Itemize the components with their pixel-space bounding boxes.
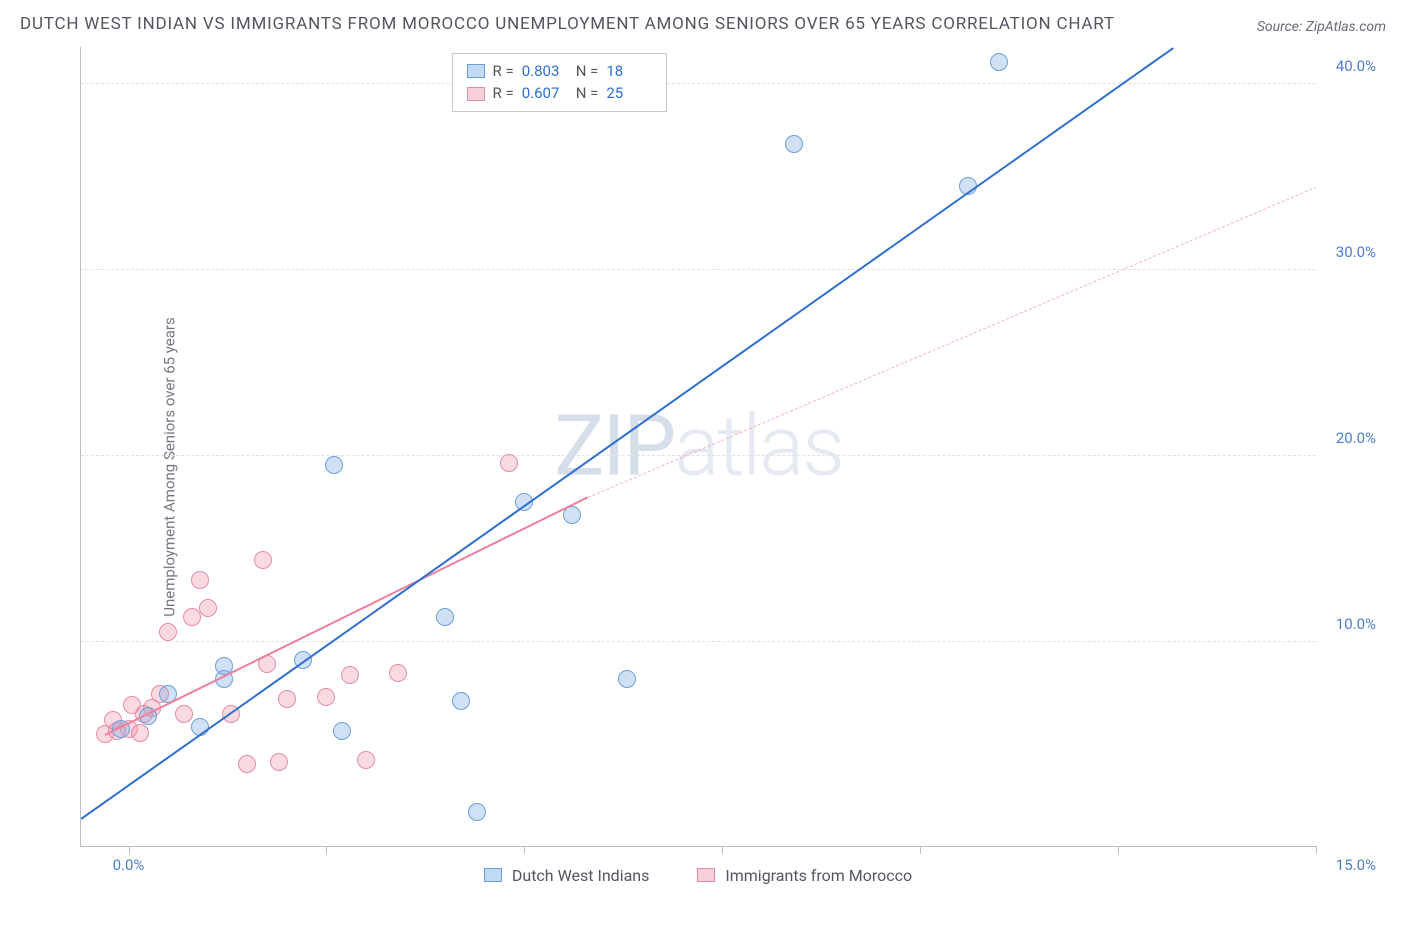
y-tick-label: 20.0%	[1336, 429, 1376, 447]
scatter-point	[175, 705, 193, 723]
scatter-point	[191, 571, 209, 589]
chart-header: DUTCH WEST INDIAN VS IMMIGRANTS FROM MOR…	[20, 10, 1386, 39]
plot-area: ZIPatlas R = 0.803 N = 18 R = 0.607 N = …	[80, 47, 1316, 847]
scatter-point	[254, 551, 272, 569]
watermark: ZIPatlas	[554, 397, 843, 496]
y-tick-label: 30.0%	[1336, 243, 1376, 261]
scatter-point	[333, 722, 351, 740]
scatter-point	[270, 753, 288, 771]
x-tick	[722, 846, 723, 854]
legend-swatch-pink	[467, 87, 485, 101]
scatter-point	[131, 724, 149, 742]
legend-swatch-blue	[467, 64, 485, 78]
scatter-point	[618, 670, 636, 688]
legend-row-pink: R = 0.607 N = 25	[467, 82, 653, 105]
chart-title: DUTCH WEST INDIAN VS IMMIGRANTS FROM MOR…	[20, 10, 1115, 39]
gridline	[81, 269, 1316, 270]
legend-r-label: R =	[493, 82, 514, 105]
watermark-thin: atlas	[674, 397, 843, 496]
legend-n-value-pink: 25	[606, 82, 652, 105]
x-tick	[524, 846, 525, 854]
x-tick	[920, 846, 921, 854]
trend-line	[81, 47, 1174, 820]
gridline	[81, 641, 1316, 642]
scatter-point	[500, 454, 518, 472]
x-tick	[1118, 846, 1119, 854]
legend-item-pink: Immigrants from Morocco	[697, 866, 912, 885]
scatter-point	[990, 53, 1008, 71]
scatter-point	[183, 608, 201, 626]
scatter-point	[278, 690, 296, 708]
y-tick-label: 40.0%	[1336, 57, 1376, 75]
y-tick-label: 10.0%	[1336, 615, 1376, 633]
scatter-point	[452, 692, 470, 710]
scatter-point	[341, 666, 359, 684]
scatter-point	[785, 135, 803, 153]
x-tick	[1316, 846, 1317, 854]
x-tick	[326, 846, 327, 854]
scatter-point	[325, 456, 343, 474]
scatter-point	[159, 623, 177, 641]
legend-row-blue: R = 0.803 N = 18	[467, 60, 653, 83]
legend-n-value-blue: 18	[606, 60, 652, 83]
legend-n-label: N =	[576, 60, 599, 83]
legend-label-pink: Immigrants from Morocco	[725, 866, 912, 885]
trend-line	[104, 497, 588, 737]
legend-r-value-pink: 0.607	[522, 82, 568, 105]
legend-n-label: N =	[576, 82, 599, 105]
scatter-point	[317, 688, 335, 706]
scatter-point	[357, 751, 375, 769]
legend-correlation-box: R = 0.803 N = 18 R = 0.607 N = 25	[452, 53, 668, 112]
scatter-point	[436, 608, 454, 626]
legend-swatch-blue-icon	[484, 868, 502, 882]
scatter-point	[238, 755, 256, 773]
legend-label-blue: Dutch West Indians	[512, 866, 650, 885]
legend-r-value-blue: 0.803	[522, 60, 568, 83]
scatter-point	[389, 664, 407, 682]
source-attribution: Source: ZipAtlas.com	[1257, 19, 1386, 35]
scatter-point	[199, 599, 217, 617]
legend-item-blue: Dutch West Indians	[484, 866, 650, 885]
bottom-legend: Dutch West Indians Immigrants from Moroc…	[80, 866, 1316, 885]
chart-frame: Unemployment Among Seniors over 65 years…	[20, 47, 1386, 887]
gridline	[81, 455, 1316, 456]
x-tick	[129, 846, 130, 854]
x-tick-label: 15.0%	[1336, 856, 1376, 874]
trend-line	[587, 186, 1316, 497]
legend-swatch-pink-icon	[697, 868, 715, 882]
legend-r-label: R =	[493, 60, 514, 83]
gridline	[81, 83, 1316, 84]
scatter-point	[468, 803, 486, 821]
